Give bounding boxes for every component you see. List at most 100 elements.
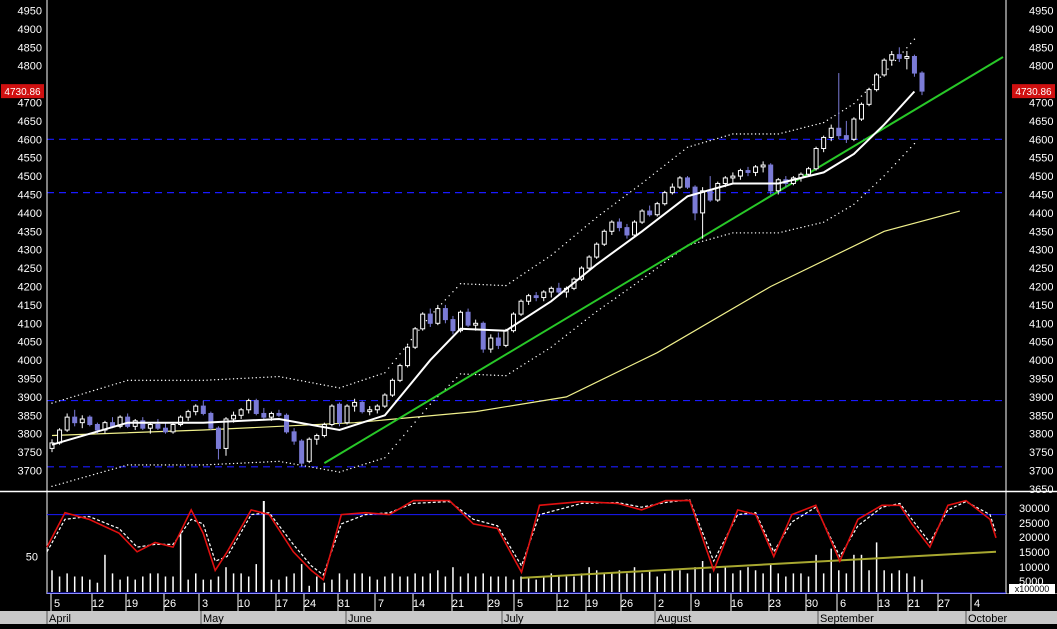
envelope-dot-upper — [713, 138, 715, 141]
candle-body — [654, 203, 660, 216]
envelope-dot-lower — [372, 460, 375, 463]
envelope-dot-upper — [164, 379, 167, 382]
envelope-dot-lower — [266, 461, 269, 463]
envelope-dot-upper — [338, 387, 341, 389]
envelope-dot-upper — [206, 379, 208, 381]
candle-body — [412, 328, 418, 348]
candle-body — [231, 414, 237, 420]
candle — [367, 406, 373, 416]
candle-body — [730, 175, 736, 179]
envelope-dot-upper — [251, 377, 254, 379]
envelope-dot-lower — [913, 142, 916, 145]
envelope-dot-upper — [834, 114, 836, 117]
candle-body — [715, 182, 721, 201]
y-tick-label-right: 4300 — [1029, 245, 1053, 257]
candle — [261, 407, 267, 419]
envelope-dot-upper — [403, 348, 405, 350]
envelope-dot-upper — [331, 385, 333, 388]
envelope-dot-upper — [652, 173, 655, 175]
x-day-label: 26 — [621, 598, 633, 610]
candle-body — [215, 427, 221, 449]
envelope-dot-lower — [856, 200, 859, 202]
candle-body — [450, 319, 456, 332]
envelope-dot-upper — [217, 378, 220, 381]
x-day-label: 24 — [304, 598, 316, 610]
envelope-dot-lower — [58, 483, 61, 485]
candle — [480, 321, 486, 353]
envelope-dot-lower — [232, 462, 235, 465]
multiplier-box — [1009, 584, 1055, 594]
candles — [49, 47, 925, 467]
envelope-dot-upper — [316, 382, 318, 385]
envelope-dot-lower — [864, 192, 866, 195]
envelope-dot-lower — [769, 232, 772, 234]
candle — [684, 176, 690, 189]
envelope-dot-upper — [198, 379, 201, 382]
candle — [518, 299, 524, 316]
envelope-dot-lower — [804, 225, 806, 228]
candle-body — [737, 170, 743, 177]
envelope-dot-upper — [743, 133, 745, 135]
candle — [760, 161, 766, 173]
x-day-label: 4 — [974, 598, 980, 610]
candle-body — [896, 54, 902, 59]
envelope-dot-upper — [66, 397, 68, 400]
envelope-dot-upper — [720, 136, 723, 139]
envelope-dot-lower — [202, 464, 205, 466]
x-month-label: October — [968, 613, 1007, 624]
envelope-dot-lower — [247, 462, 250, 464]
envelope-dot-upper — [539, 262, 541, 264]
envelope-dot-upper — [353, 382, 356, 384]
envelope-dot-lower — [868, 189, 870, 191]
candle — [579, 266, 585, 281]
candle-body — [367, 409, 373, 413]
envelope-dot-upper — [822, 121, 825, 124]
envelope-dot-upper — [270, 376, 273, 378]
envelope-dot-upper — [126, 379, 129, 382]
envelope-dot-lower — [115, 467, 118, 469]
candle-body — [170, 424, 176, 433]
envelope-dot-lower — [119, 466, 121, 468]
envelope-dot-upper — [705, 141, 708, 143]
y-tick-label-left: 4900 — [18, 24, 42, 36]
candle-body — [548, 287, 554, 293]
envelope-dot-lower — [85, 476, 87, 478]
envelope-dot-lower — [395, 443, 397, 446]
y-tick-label-left: 4500 — [18, 171, 42, 183]
candle-body — [647, 210, 653, 216]
volume-tick-label: 30000 — [1019, 503, 1050, 515]
envelope-dot-lower — [357, 465, 360, 467]
envelope-dot-upper — [826, 119, 829, 121]
y-tick-label-left: 3900 — [18, 392, 42, 404]
candle — [382, 393, 388, 408]
envelope-dot-upper — [448, 295, 450, 297]
envelope-dot-lower — [387, 452, 390, 455]
envelope-dot-upper — [369, 377, 371, 379]
envelope-dot-upper — [550, 254, 553, 256]
envelope-dot-lower — [448, 384, 450, 386]
envelope-dot-upper — [584, 226, 587, 228]
candle-body — [745, 170, 751, 173]
y-tick-label-left: 4150 — [18, 300, 42, 312]
x-day-label: 10 — [238, 598, 250, 610]
candle-body — [828, 127, 834, 138]
envelope-dot-lower — [478, 373, 481, 376]
envelope-dot-lower — [834, 214, 836, 217]
envelope-dot-lower — [463, 373, 466, 375]
envelope-dot-lower — [754, 232, 757, 234]
envelope-dot-upper — [788, 130, 791, 132]
envelope-dot-lower — [592, 313, 594, 316]
envelope-dot-upper — [849, 105, 851, 107]
envelope-dot-upper — [319, 383, 322, 386]
candle — [541, 290, 547, 302]
envelope-dot-upper — [289, 378, 292, 380]
envelope-dot-upper — [845, 107, 848, 110]
candle — [200, 400, 206, 416]
envelope-dot-upper — [860, 95, 863, 97]
candle-body — [117, 416, 123, 427]
candle-body — [397, 365, 403, 381]
envelope-dot-lower — [875, 182, 878, 184]
envelope-dot-lower — [297, 464, 299, 466]
envelope-dot-upper — [906, 47, 908, 49]
candle-body — [299, 440, 305, 464]
